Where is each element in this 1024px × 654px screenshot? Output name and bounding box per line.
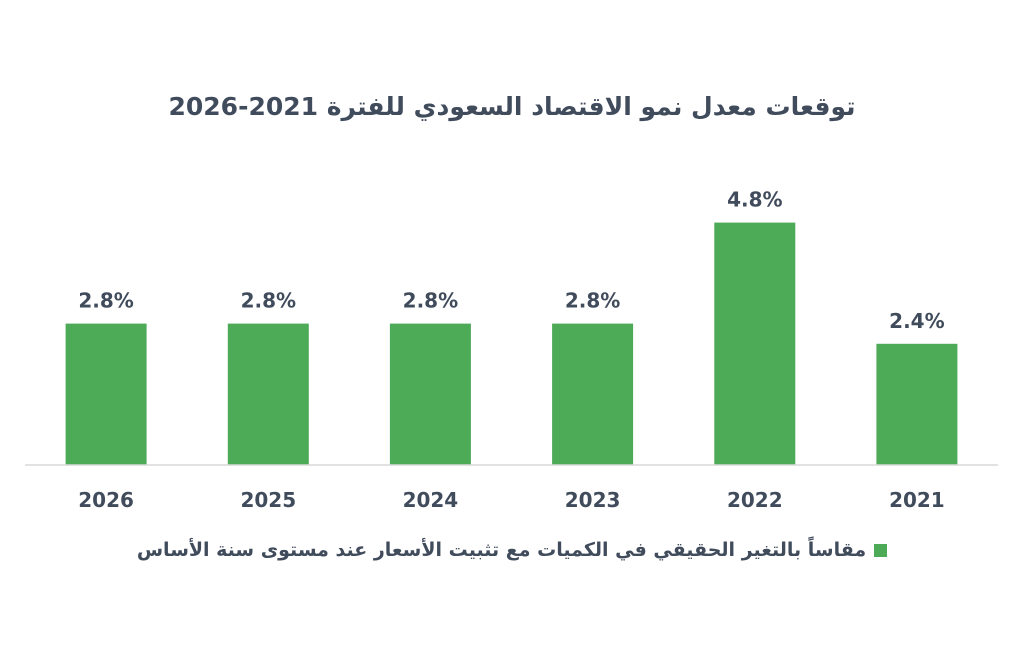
data-label-2026: 2.8% (78, 289, 133, 313)
legend-swatch (874, 543, 888, 557)
x-tick-labels-layer: 2026 2025 2024 2023 2022 2021 (78, 488, 944, 512)
x-tick-label-2026: 2026 (78, 488, 134, 512)
bar-2026 (65, 323, 147, 465)
data-label-2024: 2.8% (403, 289, 458, 313)
data-label-2022: 4.8% (727, 188, 782, 212)
chart-title: توقعات معدل نمو الاقتصاد السعودي للفترة … (168, 92, 856, 121)
data-label-2025: 2.8% (241, 289, 296, 313)
bar-2023 (552, 323, 634, 465)
bar-2025 (227, 323, 309, 465)
bar-2022 (714, 222, 796, 465)
data-label-2023: 2.8% (565, 289, 620, 313)
x-tick-label-2023: 2023 (565, 488, 621, 512)
bar-2024 (389, 323, 471, 465)
x-tick-label-2021: 2021 (889, 488, 945, 512)
data-label-2021: 2.4% (889, 309, 944, 333)
legend-label: مقاساً بالتغير الحقيقي في الكميات مع تثب… (136, 539, 867, 561)
x-tick-label-2025: 2025 (240, 488, 296, 512)
bar-2021 (876, 343, 958, 465)
x-tick-label-2024: 2024 (403, 488, 459, 512)
x-tick-label-2022: 2022 (727, 488, 783, 512)
bars-layer (65, 222, 958, 465)
data-labels-layer: 2.8% 2.8% 2.8% 2.8% 4.8% 2.4% (78, 188, 944, 333)
legend: مقاساً بالتغير الحقيقي في الكميات مع تثب… (0, 539, 1024, 561)
